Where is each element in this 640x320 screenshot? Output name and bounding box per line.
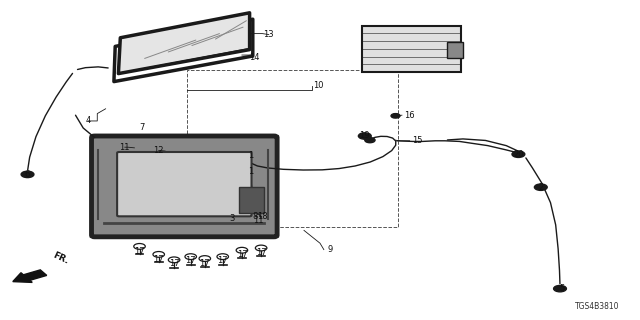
Text: 1: 1 <box>248 167 253 176</box>
Bar <box>447 42 463 58</box>
Polygon shape <box>362 26 461 72</box>
Bar <box>239 187 264 213</box>
Text: 3: 3 <box>229 214 234 223</box>
Text: 11: 11 <box>253 216 264 225</box>
Circle shape <box>365 138 375 143</box>
Text: 9: 9 <box>328 245 333 254</box>
Circle shape <box>534 184 547 190</box>
Text: 17: 17 <box>256 248 266 257</box>
Text: 13: 13 <box>264 30 274 39</box>
Text: 17: 17 <box>237 250 247 259</box>
Text: 17: 17 <box>186 256 196 265</box>
Text: 8: 8 <box>252 212 257 221</box>
Circle shape <box>21 171 34 178</box>
Circle shape <box>512 151 525 157</box>
Text: 15: 15 <box>412 136 422 145</box>
Text: 17: 17 <box>218 256 228 265</box>
Circle shape <box>391 114 400 118</box>
Text: 17: 17 <box>134 247 145 256</box>
Bar <box>187 70 398 227</box>
Text: 17: 17 <box>154 255 164 264</box>
Text: 11: 11 <box>120 143 130 152</box>
Text: 4: 4 <box>86 116 91 125</box>
Text: FR.: FR. <box>51 251 70 266</box>
Text: 20: 20 <box>513 150 524 159</box>
Circle shape <box>358 133 371 139</box>
Circle shape <box>554 285 566 292</box>
Text: 7: 7 <box>140 124 145 132</box>
Polygon shape <box>118 13 250 74</box>
FancyBboxPatch shape <box>117 152 252 216</box>
Text: 2: 2 <box>538 183 543 192</box>
Text: 10: 10 <box>314 81 324 90</box>
Text: 18: 18 <box>257 212 268 221</box>
Text: 19: 19 <box>360 132 370 140</box>
FancyBboxPatch shape <box>92 136 277 237</box>
Text: 12: 12 <box>154 146 164 155</box>
Text: TGS4B3810: TGS4B3810 <box>575 302 620 311</box>
Text: 6: 6 <box>25 170 30 179</box>
Text: 17: 17 <box>200 259 210 268</box>
Text: 14: 14 <box>250 53 260 62</box>
Text: 17: 17 <box>169 260 179 268</box>
Text: 5: 5 <box>559 284 564 293</box>
Text: 1: 1 <box>248 151 253 160</box>
Text: 16: 16 <box>404 111 415 120</box>
FancyArrow shape <box>13 270 47 283</box>
